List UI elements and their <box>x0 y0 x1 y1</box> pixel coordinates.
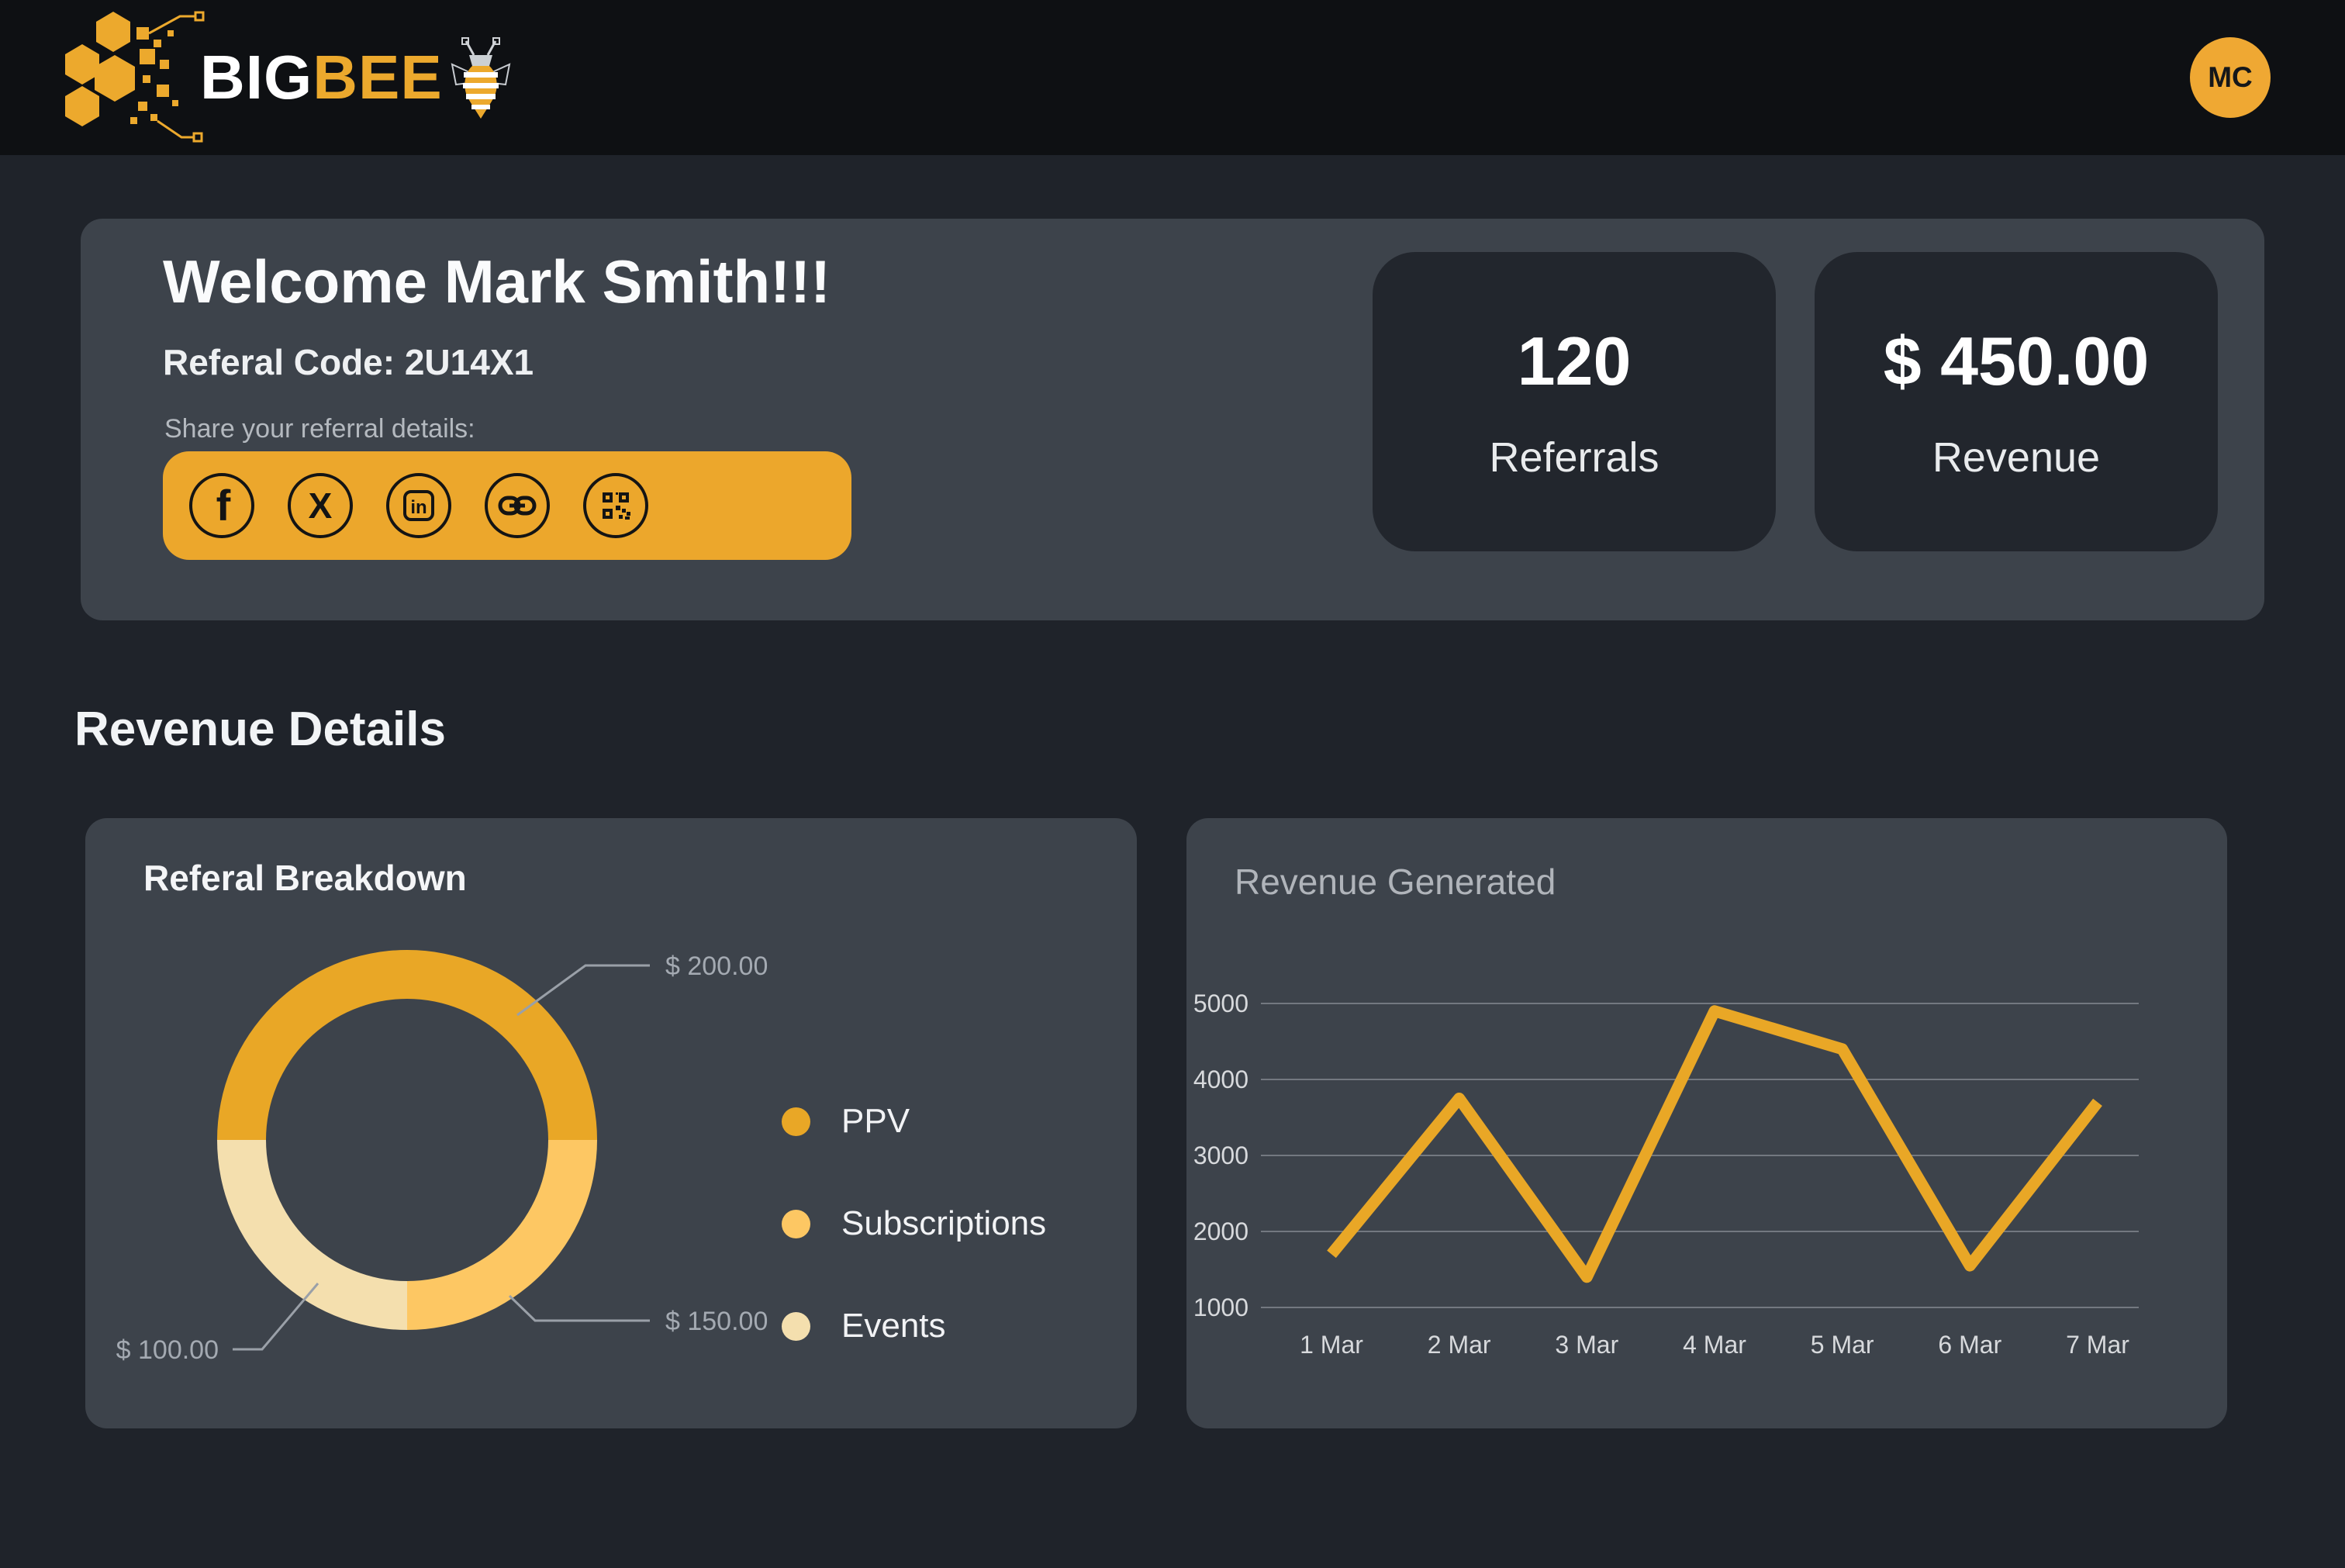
share-label: Share your referral details: <box>164 414 475 444</box>
legend-label: Events <box>841 1307 946 1345</box>
svg-text:6 Mar: 6 Mar <box>1938 1331 2001 1359</box>
social-share-bar: f X in <box>163 451 851 560</box>
svg-text:4000: 4000 <box>1193 1065 1248 1093</box>
revenue-label: Revenue <box>1932 434 2101 481</box>
welcome-card: Welcome Mark Smith!!! Referal Code: 2U14… <box>81 219 2264 620</box>
legend-dot <box>782 1311 810 1341</box>
svg-text:in: in <box>410 497 427 518</box>
legend-label: PPV <box>841 1102 910 1140</box>
honeycomb-icon <box>65 11 205 143</box>
logo-bee-text: BEE <box>313 43 443 112</box>
user-avatar[interactable]: MC <box>2190 37 2271 118</box>
svg-text:2 Mar: 2 Mar <box>1428 1331 1491 1359</box>
bee-icon <box>451 37 511 119</box>
facebook-icon[interactable]: f <box>188 471 256 540</box>
legend-label: Subscriptions <box>841 1204 1047 1242</box>
linkedin-icon[interactable]: in <box>385 471 453 540</box>
svg-text:3000: 3000 <box>1193 1141 1248 1169</box>
svg-text:5 Mar: 5 Mar <box>1811 1331 1874 1359</box>
donut-legend: PPV Subscriptions Events <box>782 1102 1046 1345</box>
referrals-stat-card: 120 Referrals <box>1373 252 1776 551</box>
events-value-label: $ 100.00 <box>116 1335 219 1365</box>
revenue-generated-card: Revenue Generated 5000 4000 3000 2000 1000 1 … <box>1186 818 2227 1428</box>
legend-dot <box>782 1209 810 1238</box>
qr-code-icon[interactable] <box>582 471 650 540</box>
referral-code: Referal Code: 2U14X1 <box>163 342 534 382</box>
svg-text:5000: 5000 <box>1193 989 1248 1017</box>
ppv-value-label: $ 200.00 <box>665 952 768 981</box>
x-twitter-icon[interactable]: X <box>286 471 354 540</box>
svg-text:X: X <box>309 485 333 526</box>
top-navbar: BIGBEE MC <box>0 0 2345 155</box>
logo-wordmark: BIGBEE <box>200 42 443 113</box>
line-chart[interactable]: 5000 4000 3000 2000 1000 1 Mar 2 Mar 3 Mar 4 Mar… <box>1186 818 2227 1428</box>
svg-text:2000: 2000 <box>1193 1217 1248 1245</box>
revenue-stat-card: $ 450.00 Revenue <box>1815 252 2218 551</box>
referrals-label: Referrals <box>1489 434 1659 481</box>
referral-breakdown-title: Referal Breakdown <box>143 858 467 898</box>
legend-item-subscriptions[interactable]: Subscriptions <box>782 1204 1046 1243</box>
subscriptions-value-label: $ 150.00 <box>665 1307 768 1336</box>
welcome-title: Welcome Mark Smith!!! <box>163 247 831 316</box>
svg-text:4 Mar: 4 Mar <box>1683 1331 1746 1359</box>
svg-text:7 Mar: 7 Mar <box>2066 1331 2129 1359</box>
revenue-amount: $ 450.00 <box>1883 323 2150 399</box>
legend-item-events[interactable]: Events <box>782 1307 1046 1345</box>
legend-dot <box>782 1107 810 1136</box>
svg-text:1000: 1000 <box>1193 1293 1248 1321</box>
donut-chart[interactable] <box>217 950 597 1330</box>
referrals-count: 120 <box>1517 323 1632 399</box>
svg-text:1 Mar: 1 Mar <box>1300 1331 1363 1359</box>
logo-big-text: BIG <box>200 43 313 112</box>
revenue-generated-title: Revenue Generated <box>1235 862 1556 902</box>
revenue-details-heading: Revenue Details <box>74 703 446 756</box>
bigbee-logo[interactable]: BIGBEE <box>43 0 511 155</box>
svg-text:f: f <box>216 481 231 530</box>
copy-link-icon[interactable] <box>483 471 551 540</box>
svg-text:3 Mar: 3 Mar <box>1555 1331 1618 1359</box>
referral-breakdown-card: Referal Breakdown $ 200.00 $ 150.00 $ 10… <box>85 818 1137 1428</box>
legend-item-ppv[interactable]: PPV <box>782 1102 1046 1141</box>
